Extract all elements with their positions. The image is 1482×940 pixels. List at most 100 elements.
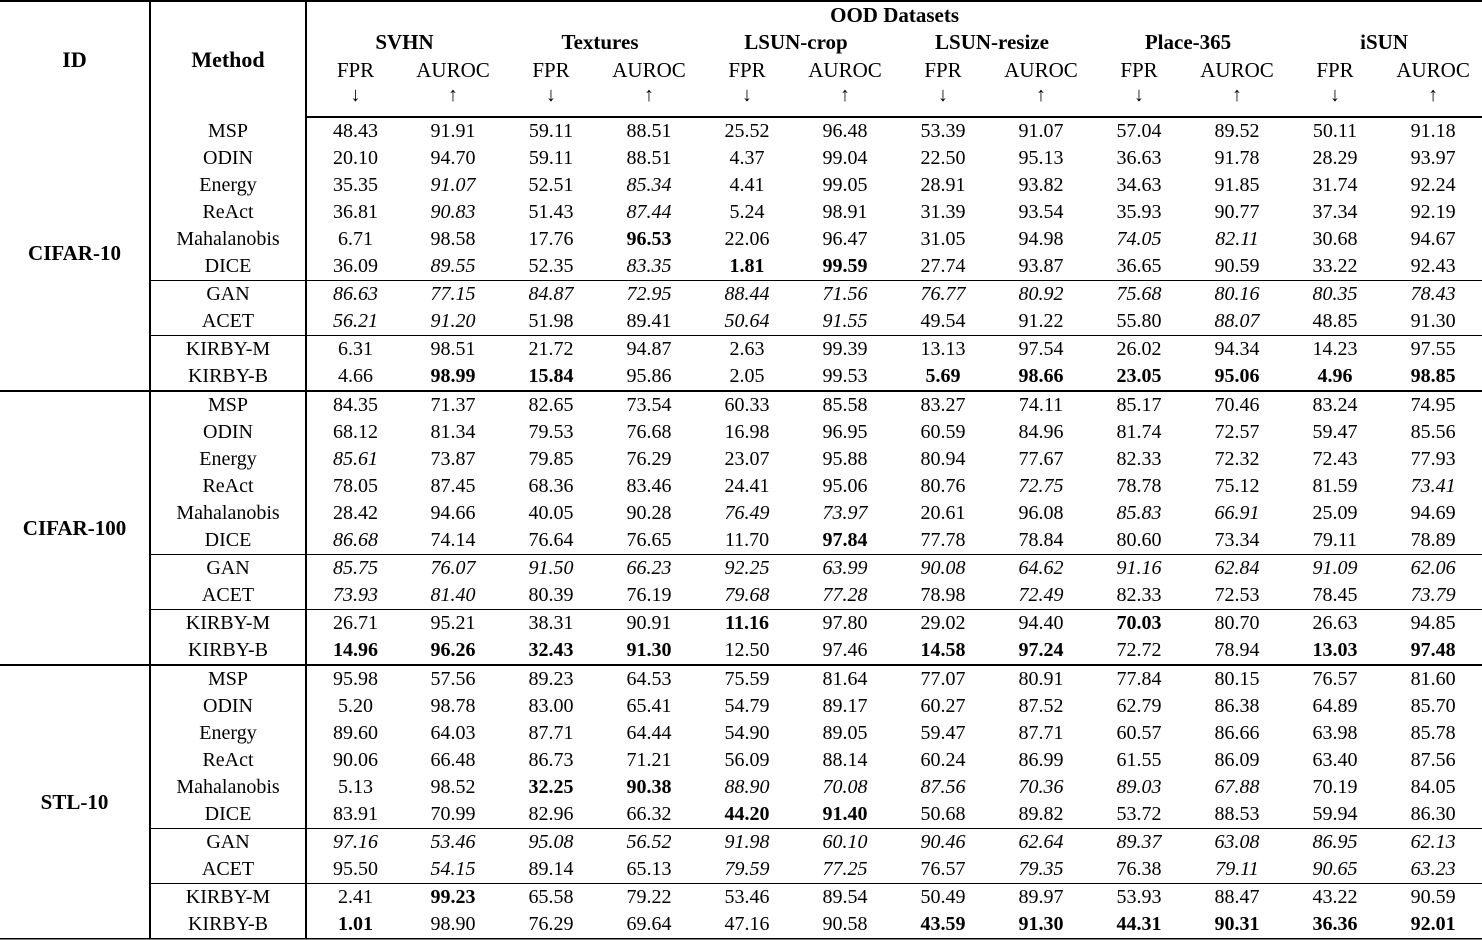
method-cell: KIRBY-B — [150, 911, 307, 938]
value-cell: 56.21 — [333, 310, 378, 332]
value-cell: 89.41 — [626, 310, 672, 332]
value-cell: 84.87 — [502, 280, 600, 308]
value-cell: 76.77 — [894, 280, 992, 308]
value-cell: 65.41 — [626, 695, 672, 717]
value-cell: 89.54 — [796, 883, 894, 911]
value-cell: 22.50 — [920, 147, 966, 169]
value-cell: 88.14 — [822, 749, 868, 771]
method-cell: Mahalanobis — [150, 500, 307, 527]
method-cell: Energy — [150, 446, 307, 473]
value-cell: 97.80 — [796, 609, 894, 637]
value-cell: 82.33 — [1116, 584, 1162, 606]
value-cell: 97.16 — [306, 828, 404, 856]
method-cell: Energy — [150, 172, 307, 199]
value-cell: 71.56 — [796, 280, 894, 308]
value-cell: 5.24 — [729, 201, 765, 223]
value-cell: 82.33 — [1116, 448, 1162, 470]
value-cell: 80.91 — [992, 664, 1090, 693]
value-cell: 90.28 — [626, 502, 672, 524]
value-cell: 64.89 — [1312, 695, 1358, 717]
value-cell: 60.33 — [698, 390, 796, 419]
value-cell: 73.93 — [333, 584, 378, 606]
value-cell: 98.90 — [430, 913, 476, 935]
value-cell: 65.58 — [502, 883, 600, 911]
value-cell: 27.74 — [920, 255, 966, 277]
value-cell: 88.90 — [724, 776, 770, 798]
value-cell: 89.60 — [333, 722, 378, 744]
value-cell: 94.34 — [1188, 335, 1286, 363]
metric-header-auroc: AUROC — [1004, 57, 1078, 82]
value-cell: 53.72 — [1116, 803, 1162, 825]
value-cell: 31.39 — [920, 201, 966, 223]
value-cell: 54.79 — [724, 695, 770, 717]
value-cell: 99.59 — [822, 255, 868, 277]
value-cell: 26.02 — [1090, 335, 1188, 363]
value-cell: 80.39 — [528, 584, 574, 606]
value-cell: 66.48 — [430, 749, 476, 771]
value-cell: 76.29 — [626, 448, 672, 470]
value-cell: 90.91 — [600, 609, 698, 637]
value-cell: 93.54 — [1018, 201, 1064, 223]
value-cell: 79.22 — [600, 883, 698, 911]
value-cell: 24.41 — [724, 475, 770, 497]
value-cell: 72.49 — [1018, 584, 1064, 606]
value-cell: 70.08 — [822, 776, 868, 798]
value-cell: 21.72 — [502, 335, 600, 363]
value-cell: 90.59 — [1384, 883, 1482, 911]
value-cell: 55.80 — [1116, 310, 1162, 332]
value-cell: 84.35 — [306, 390, 404, 419]
value-cell: 76.29 — [528, 913, 574, 935]
table-row: CIFAR-10 MSP 48.43 91.91 59.11 88.51 25.52 96.4… — [0, 117, 1482, 391]
value-cell: 95.21 — [404, 609, 502, 637]
method-cell: DICE — [150, 253, 307, 281]
table-row: ODIN 5.20 98.78 83.00 65.41 54.79 89.17 60.27 87… — [0, 693, 1482, 720]
value-cell: 91.07 — [1018, 120, 1064, 142]
value-cell: 80.35 — [1286, 280, 1384, 308]
value-cell: 51.43 — [528, 201, 574, 223]
value-cell: 72.43 — [1312, 448, 1358, 470]
table-row: KIRBY-B 1.01 98.90 76.29 69.64 47.16 90.58 43.5… — [0, 911, 1482, 938]
value-cell: 60.10 — [796, 828, 894, 856]
value-cell: 15.84 — [528, 365, 574, 387]
value-cell: 89.05 — [822, 722, 868, 744]
table-row: Energy 35.35 91.07 52.51 85.34 4.41 99.05 28.91… — [0, 172, 1482, 199]
down-arrow-icon: ↓ — [502, 84, 600, 118]
value-cell: 86.38 — [1214, 695, 1260, 717]
value-cell: 95.06 — [822, 475, 868, 497]
value-cell: 97.48 — [1410, 639, 1456, 661]
value-cell: 4.37 — [729, 147, 765, 169]
value-cell: 85.61 — [333, 448, 378, 470]
value-cell: 77.15 — [404, 280, 502, 308]
ood-datasets-header: OOD Datasets — [830, 2, 960, 27]
value-cell: 63.08 — [1188, 828, 1286, 856]
group-cifar-10: CIFAR-10 MSP 48.43 91.91 59.11 88.51 25.52 96.4… — [0, 117, 1482, 391]
value-cell: 98.51 — [404, 335, 502, 363]
value-cell: 61.55 — [1116, 749, 1162, 771]
metric-header-fpr: FPR — [1120, 57, 1158, 82]
value-cell: 16.98 — [724, 421, 770, 443]
value-cell: 94.67 — [1410, 228, 1456, 250]
value-cell: 88.51 — [626, 120, 672, 142]
value-cell: 91.98 — [698, 828, 796, 856]
value-cell: 88.51 — [626, 147, 672, 169]
method-cell: Mahalanobis — [150, 774, 307, 801]
value-cell: 78.89 — [1410, 529, 1456, 551]
value-cell: 60.57 — [1116, 722, 1162, 744]
value-cell: 86.95 — [1286, 828, 1384, 856]
value-cell: 74.05 — [1116, 228, 1162, 250]
value-cell: 90.65 — [1312, 858, 1358, 880]
value-cell: 96.47 — [822, 228, 868, 250]
table-row: KIRBY-B 4.66 98.99 15.84 95.86 2.05 99.53 5.69 9… — [0, 363, 1482, 391]
value-cell: 64.44 — [626, 722, 672, 744]
value-cell: 94.69 — [1410, 502, 1456, 524]
method-cell: KIRBY-M — [150, 335, 307, 363]
col-header-id: ID — [0, 2, 151, 117]
table-row: KIRBY-B 14.96 96.26 32.43 91.30 12.50 97.46 14.… — [0, 637, 1482, 665]
table-row: ReAct 78.05 87.45 68.36 83.46 24.41 95.06 80.76… — [0, 473, 1482, 500]
value-cell: 66.32 — [626, 803, 672, 825]
value-cell: 62.06 — [1384, 554, 1482, 582]
value-cell: 89.23 — [502, 664, 600, 693]
value-cell: 68.36 — [528, 475, 574, 497]
value-cell: 72.95 — [600, 280, 698, 308]
